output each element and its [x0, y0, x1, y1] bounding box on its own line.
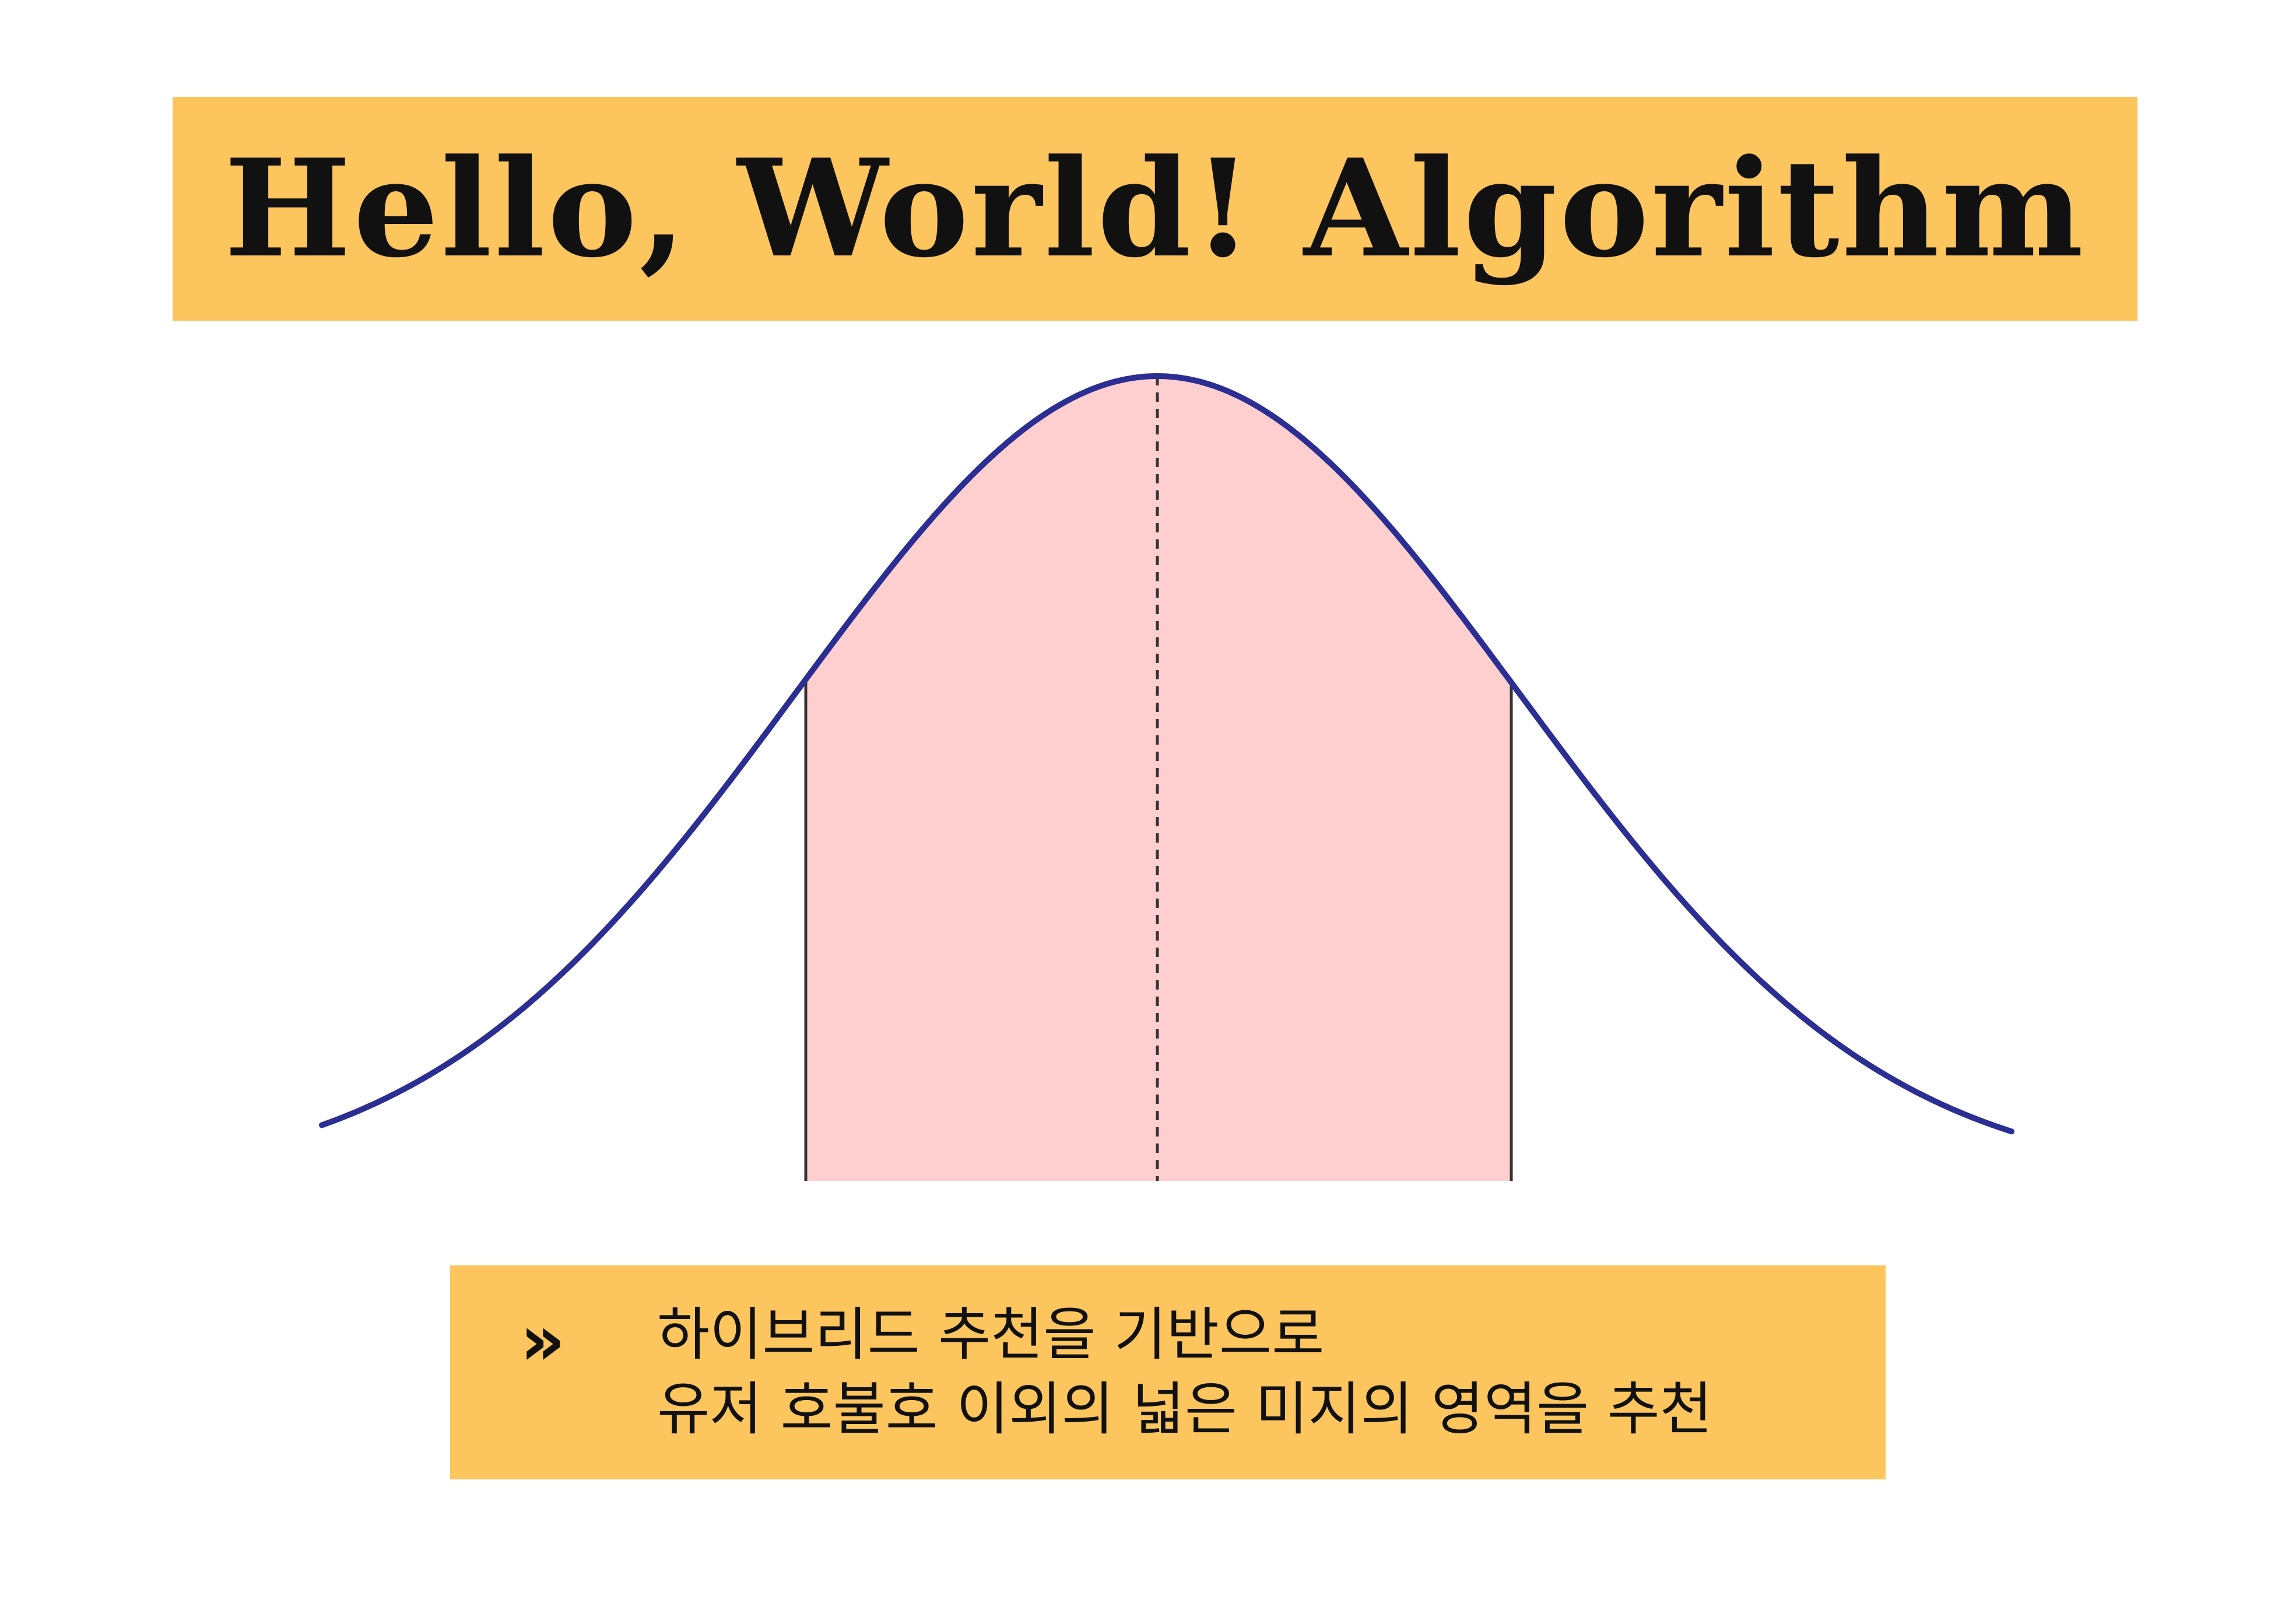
caption-line-1: 하이브리드 추천을 기반으로	[657, 1302, 1325, 1368]
page-title: Hello, World! Algorithm	[224, 130, 2086, 287]
caption-line-2: 유저 호불호 이외의 넓은 미지의 영역을 추천	[657, 1376, 1712, 1443]
double-chevron-right-icon: »	[520, 1300, 566, 1381]
caption-box: » 하이브리드 추천을 기반으로 유저 호불호 이외의 넓은 미지의 영역을 추…	[450, 1265, 1886, 1479]
bell-curve-line	[319, 373, 2014, 1135]
title-banner: Hello, World! Algorithm	[173, 97, 2137, 321]
caption-text: 하이브리드 추천을 기반으로 유저 호불호 이외의 넓은 미지의 영역을 추천	[657, 1297, 1712, 1447]
shaded-region	[806, 376, 1511, 1181]
